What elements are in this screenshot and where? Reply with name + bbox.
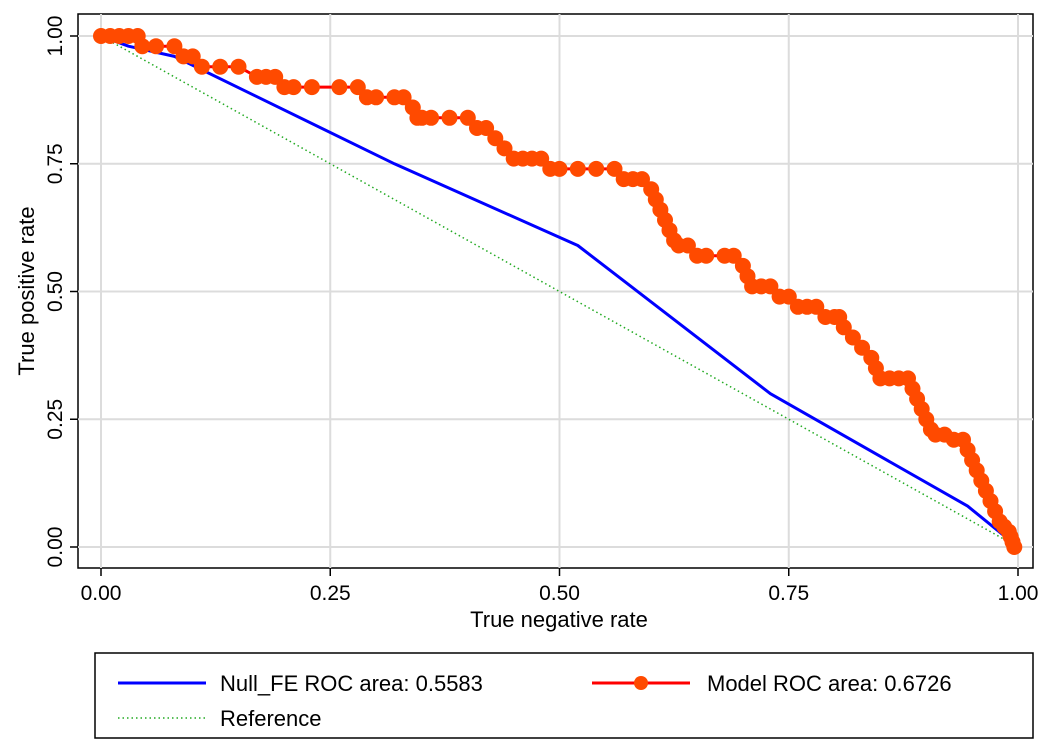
data-point-model	[442, 110, 458, 126]
data-point-model	[286, 79, 302, 95]
x-tick-label: 1.00	[998, 582, 1039, 605]
y-tick-label: 0.00	[44, 527, 67, 568]
data-point-model	[368, 89, 384, 105]
legend-marker-model	[634, 676, 648, 690]
data-point-model	[304, 79, 320, 95]
y-tick-label: 0.25	[44, 399, 67, 440]
legend-label-model: Model ROC area: 0.6726	[707, 671, 952, 696]
x-tick-label: 0.50	[539, 582, 580, 605]
data-point-model	[194, 59, 210, 75]
data-point-model	[552, 161, 568, 177]
data-point-model	[698, 248, 714, 264]
data-point-model	[331, 79, 347, 95]
y-tick-label: 0.75	[44, 143, 67, 184]
data-point-model	[570, 161, 586, 177]
data-point-model	[134, 38, 150, 54]
data-point-model	[231, 59, 247, 75]
legend-label-reference: Reference	[220, 706, 322, 731]
data-point-model	[1006, 539, 1022, 555]
y-tick-label: 0.50	[44, 271, 67, 312]
x-tick-label: 0.25	[310, 582, 351, 605]
data-point-model	[423, 110, 439, 126]
x-tick-label: 0.00	[81, 582, 122, 605]
data-point-model	[588, 161, 604, 177]
x-axis-title: True negative rate	[470, 607, 648, 632]
y-axis-title: True positive rate	[14, 206, 39, 375]
legend-label-null-fe: Null_FE ROC area: 0.5583	[220, 671, 483, 696]
y-tick-label: 1.00	[44, 16, 67, 57]
x-tick-label: 0.75	[768, 582, 809, 605]
legend: Null_FE ROC area: 0.5583 Model ROC area:…	[95, 653, 1033, 738]
data-point-model	[212, 59, 228, 75]
data-point-model	[148, 38, 164, 54]
